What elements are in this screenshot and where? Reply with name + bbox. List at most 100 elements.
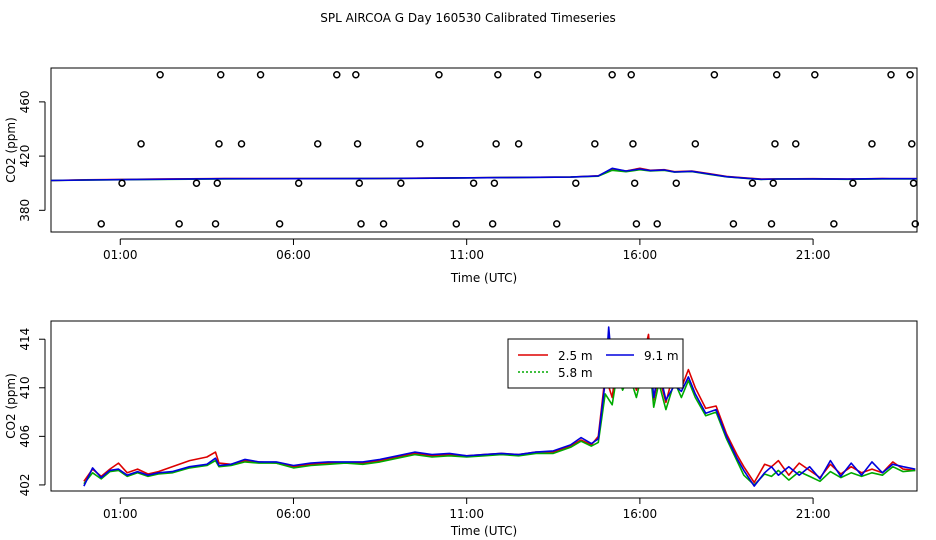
top-outlier-point-27 [492, 140, 500, 148]
top-outlier-point-43 [710, 71, 719, 79]
top-x-tick-label-11-00: 11:00 [449, 248, 484, 262]
bottom-series-line-9-1-m [83, 326, 916, 487]
top-outlier-point-4 [175, 220, 183, 228]
bottom-x-tick-label-01-00: 01:00 [103, 507, 138, 521]
top-x-tick-label-21-00: 21:00 [796, 248, 831, 262]
top-outlier-point-32 [552, 220, 561, 228]
top-outlier-point-19 [357, 220, 365, 228]
top-plot-frame [50, 67, 918, 233]
top-outlier-point-0 [97, 220, 105, 228]
top-outlier-point-20 [379, 220, 388, 228]
top-series-line-9-1-m [50, 167, 917, 182]
top-outlier-point-54 [868, 140, 876, 148]
legend: 2.5 m 9.1 m 5.8 m [507, 338, 684, 389]
top-outlier-point-35 [608, 71, 616, 79]
top-outlier-point-47 [769, 179, 777, 187]
top-outlier-point-42 [691, 140, 700, 148]
bottom-x-tick-label-21-00: 21:00 [796, 507, 831, 521]
top-outlier-point-12 [275, 220, 284, 228]
top-outlier-point-36 [627, 71, 635, 79]
top-outlier-point-25 [469, 179, 478, 187]
top-outlier-point-26 [490, 179, 499, 187]
bottom-panel: 01:00 06:00 11:00 16:00 21:00 402 406 410 414 T… [4, 320, 918, 538]
top-outlier-point-37 [629, 140, 637, 148]
top-outlier-point-8 [215, 140, 223, 148]
top-outlier-point-50 [792, 140, 800, 148]
top-outlier-point-44 [729, 220, 738, 228]
top-outlier-point-58 [909, 179, 918, 187]
bottom-series-line-5-8-m [83, 350, 916, 486]
top-outlier-point-5 [192, 179, 201, 187]
bottom-y-tick-label-410: 410 [18, 376, 32, 399]
top-outlier-point-1 [118, 179, 126, 187]
bottom-y-tick-label-414: 414 [18, 328, 32, 351]
bottom-x-tick-label-11-00: 11:00 [449, 507, 484, 521]
bottom-y-axis: 402 406 410 414 [18, 328, 46, 496]
top-outlier-point-38 [630, 179, 639, 187]
top-outlier-point-51 [811, 71, 819, 79]
bottom-x-tick-label-16-00: 16:00 [623, 507, 658, 521]
top-y-axis: 380 420 460 [18, 90, 46, 222]
top-outlier-point-18 [355, 179, 364, 187]
top-outlier-point-22 [416, 140, 424, 148]
legend-label-2-5m: 2.5 m [558, 349, 593, 363]
legend-label-5-8m: 5.8 m [558, 366, 593, 380]
top-x-tick-label-06-00: 06:00 [276, 248, 311, 262]
top-outlier-point-23 [435, 71, 443, 79]
chart-title: SPL AIRCOA G Day 160530 Calibrated Times… [320, 11, 615, 25]
top-outlier-point-11 [256, 71, 265, 79]
top-outlier-point-57 [908, 140, 916, 148]
top-outlier-point-14 [313, 140, 322, 148]
bottom-x-axis-label: Time (UTC) [450, 524, 517, 538]
bottom-y-tick-label-406: 406 [18, 425, 32, 448]
top-outlier-point-3 [156, 71, 164, 79]
top-outlier-point-24 [452, 220, 461, 228]
top-outlier-point-45 [748, 179, 757, 187]
top-outlier-point-53 [849, 179, 857, 187]
top-y-tick-label-380: 380 [18, 199, 32, 222]
top-outlier-point-56 [906, 71, 914, 79]
top-outlier-point-7 [213, 179, 222, 187]
top-outlier-point-55 [887, 71, 895, 79]
top-outlier-point-9 [216, 71, 225, 79]
top-outlier-point-29 [488, 220, 497, 228]
top-outlier-point-30 [514, 140, 523, 148]
top-outlier-point-46 [767, 220, 776, 228]
top-y-tick-label-460: 460 [18, 90, 32, 113]
bottom-y-tick-label-402: 402 [18, 473, 32, 496]
top-outlier-point-31 [533, 71, 542, 79]
top-series-lines [50, 167, 918, 182]
top-outlier-point-28 [494, 71, 502, 79]
bottom-x-axis: 01:00 06:00 11:00 16:00 21:00 [103, 497, 831, 521]
top-outlier-point-59 [911, 220, 920, 228]
top-outlier-point-39 [632, 220, 641, 228]
top-outlier-point-41 [672, 179, 681, 187]
top-outlier-point-21 [397, 179, 405, 187]
top-outlier-points [97, 71, 920, 228]
bottom-plot-frame [50, 320, 918, 492]
bottom-x-tick-label-06-00: 06:00 [276, 507, 311, 521]
top-x-tick-label-16-00: 16:00 [623, 248, 658, 262]
top-outlier-point-16 [352, 71, 360, 79]
top-outlier-point-2 [137, 140, 145, 148]
top-x-tick-label-01-00: 01:00 [103, 248, 138, 262]
top-outlier-point-15 [333, 71, 341, 79]
top-x-axis-label: Time (UTC) [450, 271, 517, 285]
legend-label-9-1m: 9.1 m [644, 349, 679, 363]
top-outlier-point-49 [772, 71, 781, 79]
bottom-y-axis-label: CO2 (ppm) [4, 373, 18, 439]
legend-box [507, 338, 684, 389]
bottom-series-lines [83, 326, 916, 487]
top-outlier-point-13 [294, 179, 303, 187]
top-outlier-point-40 [653, 220, 661, 228]
top-outlier-point-48 [771, 140, 779, 148]
top-panel: 01:00 06:00 11:00 16:00 21:00 380 420 460 Time… [4, 67, 920, 285]
bottom-series-line-2-5-m [83, 333, 916, 484]
top-y-tick-label-420: 420 [18, 145, 32, 168]
top-outlier-point-10 [237, 140, 246, 148]
top-outlier-point-34 [591, 140, 599, 148]
top-outlier-point-17 [353, 140, 362, 148]
top-outlier-point-52 [830, 220, 838, 228]
top-outlier-point-6 [211, 220, 220, 228]
